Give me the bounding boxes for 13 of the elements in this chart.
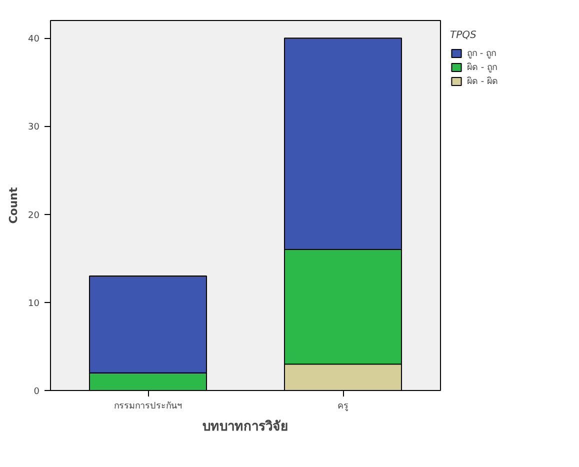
y-tick-label: 40 xyxy=(28,34,40,45)
legend-label: ผิด - ถูก xyxy=(467,62,497,74)
legend-label: ผิด - ผิด xyxy=(467,76,498,88)
x-tick-label: กรรมการประกันฯ xyxy=(114,402,182,412)
y-tick-label: 30 xyxy=(28,122,40,133)
y-tick-label: 0 xyxy=(34,387,40,397)
y-tick-label: 20 xyxy=(28,210,40,221)
y-tick-label: 10 xyxy=(28,298,40,309)
x-axis-title: บทบาทการวิจัย xyxy=(202,420,288,434)
y-axis-title: Count xyxy=(7,187,20,224)
x-tick-label: ครู xyxy=(338,402,348,412)
legend-title: TPQS xyxy=(450,30,478,41)
legend-label: ถูก - ถูก xyxy=(467,48,496,60)
